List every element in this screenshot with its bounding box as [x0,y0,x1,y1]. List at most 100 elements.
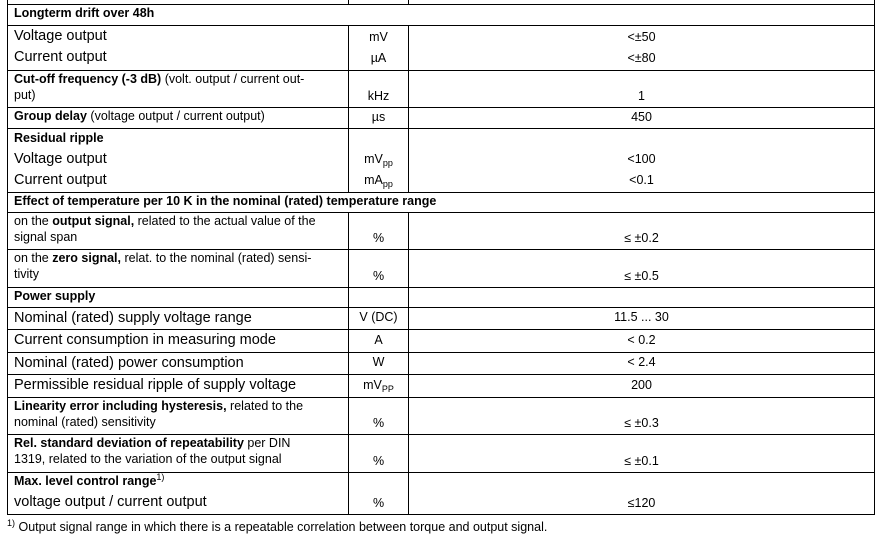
unit-cell: A [348,329,408,352]
cell-line: ≤ ±0.1 [624,451,659,471]
value-cell: 11.5 ... 30 [408,307,874,329]
text-segment: ≤120 [627,496,656,510]
cell-line: % [373,451,384,471]
value-cell: 450 [408,107,874,128]
table-row: Voltage output Current output mV µA <±50 <±80 [7,25,875,71]
text-segment: µA [370,51,387,65]
cell-line: 11.5 ... 30 [614,307,669,328]
cell-line: tivity [14,266,342,282]
parameter-cell: Linearity error including hysteresis, re… [8,397,348,434]
cell-line: put) [14,87,342,103]
cell-line: Rel. standard deviation of repeatability… [14,435,342,451]
text-segment: (volt. output / current out- [161,72,305,86]
text-segment: mA [364,173,383,187]
parameter-cell: Longterm drift over 48h [8,4,874,25]
value-cell: ≤ ±0.2 [408,212,874,249]
cell-line: on the output signal, related to the act… [14,213,342,229]
text-segment: Nominal (rated) supply voltage range [14,310,252,326]
cell-line: % [373,413,384,433]
bold-text: Residual ripple [14,131,104,145]
table-row: Permissible residual ripple of supply vo… [7,374,875,398]
cell-line: Power supply [14,288,342,304]
text-segment: signal span [14,230,78,244]
value-cell: < 0.2 [408,329,874,352]
value-cell: < 2.4 [408,352,874,374]
cell-line: % [373,228,384,248]
text-segment: tivity [14,267,39,281]
value-cell: ≤ ±0.5 [408,249,874,287]
unit-cell: mVPP [348,374,408,397]
text-segment: < 2.4 [627,355,656,369]
cell-line: W [373,352,385,373]
parameter-cell: Voltage output Current output [8,25,348,70]
cell-line: Longterm drift over 48h [14,5,868,21]
cell-line: Current output [14,47,342,68]
unit-cell: % [348,249,408,287]
cell-line: 200 [631,375,652,396]
cell-line: Group delay (voltage output / current ou… [14,108,342,124]
text-segment: % [372,416,385,430]
bold-text: Max. level control range [14,474,157,488]
text-segment: 200 [631,378,652,392]
cell-line: 450 [631,107,652,127]
cell-line: ≤120 [628,493,656,513]
value-cell: <±50 <±80 [408,25,874,70]
cell-line: mApp [364,170,393,191]
cell-line: mVPP [363,375,394,396]
unit-cell: % [348,434,408,472]
text-segment: ≤ ±0.5 [624,269,659,283]
text-segment: voltage output / current output [14,494,207,510]
table-row: Max. level control range1) voltage output… [7,472,875,515]
parameter-cell: Residual ripple Voltage output Current out… [8,128,348,192]
bold-text: Linearity error including hysteresis, [14,399,227,413]
unit-cell: kHz [348,70,408,107]
table-row: Residual ripple Voltage output Current out… [7,128,875,193]
text-segment: W [372,355,385,369]
cell-line: Max. level control range1) [14,473,342,489]
cell-line: % [373,493,384,513]
text-segment: 1319, related to the variation of the ou… [14,452,282,466]
text-segment: A [374,333,383,347]
cell-line: <0.1 [629,170,654,191]
text-segment: 11.5 ... 30 [614,310,669,324]
text-segment: put) [14,88,36,102]
text-segment: Nominal (rated) power consumption [14,355,244,371]
text-segment: kHz [367,89,390,103]
footnote-text: Output signal range in which there is a … [18,520,548,534]
table-row: Current consumption in measuring mode A < … [7,329,875,353]
value-cell: ≤120 [408,472,874,514]
parameter-cell: Group delay (voltage output / current ou… [8,107,348,128]
subscript: pp [382,158,393,168]
cell-line: 1 [638,86,645,106]
text-segment: related to the [226,399,304,413]
bold-text: zero signal, [52,251,122,265]
bold-text: Group delay [14,109,87,123]
parameter-cell: Rel. standard deviation of repeatability… [8,434,348,472]
cell-line: Cut-off frequency (-3 dB) (volt. output … [14,71,342,87]
unit-cell: mV µA [348,25,408,70]
table-row [7,0,875,5]
parameter-cell: Effect of temperature per 10 K in the no… [8,192,874,212]
text-segment: Current consumption in measuring mode [14,332,276,348]
text-segment: <±50 [627,30,656,44]
text-segment: 1 [638,89,645,103]
text-segment: <100 [627,152,656,166]
text-segment: % [372,454,385,468]
section-header-row: Effect of temperature per 10 K in the no… [7,192,875,213]
text-segment: nominal (rated) sensitivity [14,415,156,429]
footnote-ref: 1) [156,472,165,482]
value-cell: <100 <0.1 [408,128,874,192]
text-segment: µs [371,110,386,124]
parameter-cell: Nominal (rated) supply voltage range [8,307,348,329]
cell-line: V (DC) [359,307,397,328]
text-segment: mV [369,30,388,44]
value-cell [408,287,874,307]
cell-line: <100 [627,149,655,170]
text-segment: relat. to the nominal (rated) sensi- [121,251,312,265]
text-segment: mV [363,378,382,392]
table-row: Nominal (rated) supply voltage range V (D… [7,307,875,330]
cell-line: Nominal (rated) supply voltage range [14,308,342,329]
bold-text: output signal, [52,214,135,228]
text-segment: related to the actual value of the [134,214,316,228]
cell-line: signal span [14,229,342,245]
